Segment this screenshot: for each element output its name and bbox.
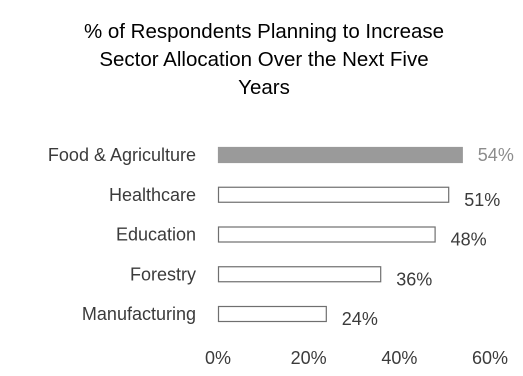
x-tick-label-60: 60% — [472, 348, 508, 368]
value-labels: 54% 51% 48% 36% 24% — [342, 145, 514, 329]
chart-title-line-1: % of Respondents Planning to Increase — [84, 20, 444, 43]
bars — [217, 146, 463, 323]
category-label-forestry: Forestry — [130, 264, 196, 284]
value-label-healthcare: 51% — [464, 190, 500, 210]
chart-title: % of Respondents Planning to Increase Se… — [84, 20, 444, 99]
x-tick-label-0: 0% — [205, 348, 231, 368]
x-axis-tick-labels: 0% 20% 40% 60% — [205, 348, 508, 368]
bar-education — [217, 226, 436, 243]
bar-healthcare — [217, 186, 450, 203]
category-label-education: Education — [116, 225, 196, 245]
value-label-food-and-agriculture: 54% — [478, 145, 514, 165]
value-label-education: 48% — [451, 230, 487, 250]
x-tick-label-40: 40% — [381, 348, 417, 368]
bar-manufacturing — [217, 305, 327, 323]
category-labels: Food & Agriculture Healthcare Education For… — [48, 145, 196, 324]
x-tick-label-20: 20% — [291, 348, 327, 368]
value-label-manufacturing: 24% — [342, 309, 378, 329]
chart-title-line-3: Years — [238, 76, 290, 99]
bar-food-and-agriculture — [217, 146, 463, 164]
value-label-forestry: 36% — [396, 269, 432, 289]
category-label-food-and-agriculture: Food & Agriculture — [48, 145, 196, 165]
chart-title-line-2: Sector Allocation Over the Next Five — [99, 48, 428, 71]
category-label-healthcare: Healthcare — [109, 185, 196, 205]
bar-forestry — [217, 266, 382, 283]
category-label-manufacturing: Manufacturing — [82, 304, 196, 324]
